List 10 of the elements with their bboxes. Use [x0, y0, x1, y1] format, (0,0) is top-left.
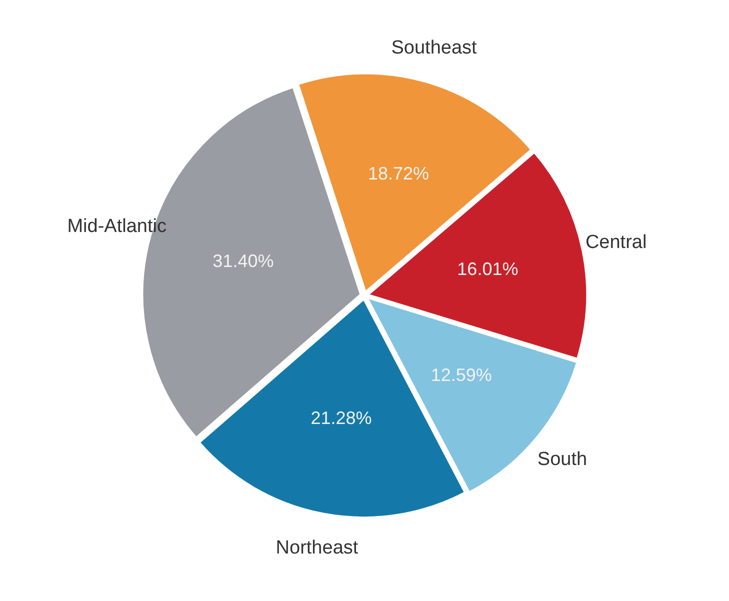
slice-label: Mid-Atlantic	[67, 216, 166, 238]
slice-label: South	[537, 448, 588, 470]
slice-label: Central	[585, 232, 647, 254]
slice-label: Northeast	[276, 537, 359, 558]
data-label: 18.72%	[368, 163, 430, 184]
data-label: 31.40%	[212, 250, 274, 271]
slice-label: Southeast	[391, 37, 478, 58]
data-label: 21.28%	[310, 408, 372, 428]
data-label: 12.59%	[430, 364, 492, 385]
data-label: 16.01%	[457, 258, 518, 279]
